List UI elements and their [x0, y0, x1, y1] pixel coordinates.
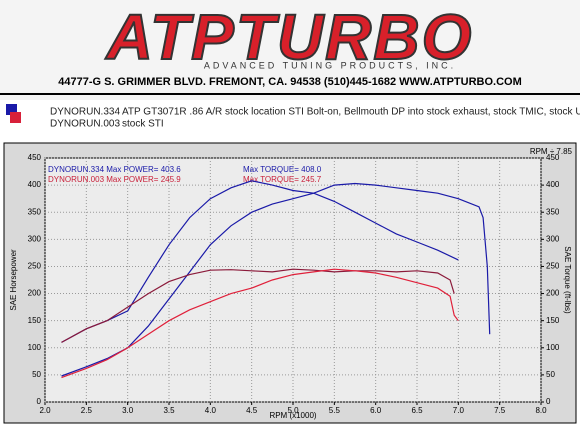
x-tick-label: 7.0 [453, 406, 465, 415]
y2-tick-label: 0 [546, 397, 551, 406]
y2-tick-label: 350 [546, 207, 560, 216]
y2-tick-label: 300 [546, 234, 560, 243]
y-tick-label: 200 [28, 289, 42, 298]
tagline: ADVANCED TUNING PRODUCTS, INC. [204, 60, 456, 70]
y-tick-label: 100 [28, 343, 42, 352]
legend-name: DYNORUN.334 [50, 107, 120, 118]
y-tick-label: 150 [28, 316, 42, 325]
y-tick-label: 250 [28, 262, 42, 271]
y2-tick-label: 200 [546, 289, 560, 298]
annotation: Max TORQUE= 408.0 [243, 165, 322, 174]
logo: ATPTURBO [105, 1, 474, 73]
legend-description: stock STI [122, 119, 164, 130]
y2-tick-label: 400 [546, 180, 560, 189]
x-tick-label: 2.0 [39, 406, 51, 415]
y-tick-label: 400 [28, 180, 42, 189]
y2-tick-label: 150 [546, 316, 560, 325]
x-tick-label: 6.0 [370, 406, 382, 415]
address: 44777-G S. GRIMMER BLVD. FREMONT, CA. 94… [58, 76, 522, 88]
legend-name: DYNORUN.003 [50, 119, 120, 130]
annotation: Max TORQUE= 245.7 [243, 175, 322, 184]
x-tick-label: 8.0 [535, 406, 547, 415]
x-tick-label: 3.5 [163, 406, 175, 415]
legend-swatch [6, 104, 17, 115]
y2-tick-label: 100 [546, 343, 560, 352]
x-axis-label: RPM (x1000) [269, 411, 316, 420]
x-tick-label: 7.5 [494, 406, 506, 415]
y-tick-label: 300 [28, 234, 42, 243]
rpm-note: RPM ÷ 7.85 [530, 147, 573, 156]
y2-axis-label: SAE Torque (ft-lbs) [563, 246, 572, 314]
y-tick-label: 350 [28, 207, 42, 216]
x-tick-label: 6.5 [411, 406, 423, 415]
y-tick-label: 450 [28, 153, 42, 162]
curve [61, 268, 455, 343]
legend-description: ATP GT3071R .86 A/R stock location STI B… [122, 107, 580, 118]
y2-tick-label: 50 [546, 370, 555, 379]
legend-swatch [10, 112, 21, 123]
x-tick-label: 3.0 [122, 406, 134, 415]
annotation: DYNORUN.003 Max POWER= 245.9 [48, 175, 181, 184]
y-tick-label: 50 [32, 370, 41, 379]
y-tick-label: 0 [37, 397, 42, 406]
x-tick-label: 5.0 [287, 406, 299, 415]
x-tick-label: 5.5 [329, 406, 341, 415]
header-bg [0, 0, 580, 100]
annotation: DYNORUN.334 Max POWER= 403.6 [48, 165, 181, 174]
y-axis-label: SAE Horsepower [9, 249, 18, 311]
curve [61, 268, 459, 379]
y2-tick-label: 450 [546, 153, 560, 162]
curve [61, 182, 491, 377]
y2-tick-label: 250 [546, 262, 560, 271]
x-tick-label: 4.0 [205, 406, 217, 415]
x-tick-label: 2.5 [81, 406, 93, 415]
x-tick-label: 4.5 [246, 406, 258, 415]
